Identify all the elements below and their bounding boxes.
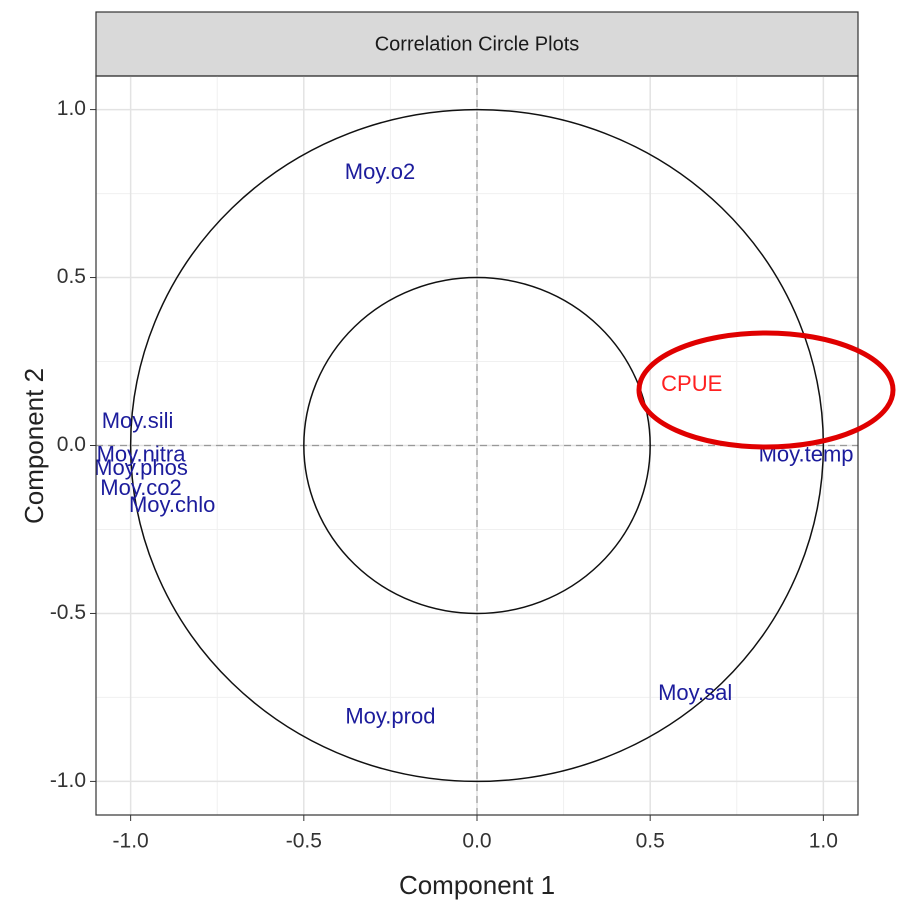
variable-label: Moy.prod — [345, 703, 435, 728]
correlation-circle — [303, 276, 651, 615]
x-tick-label: -1.0 — [113, 830, 149, 853]
correlation-circle — [129, 108, 825, 783]
x-tick-label: 0.5 — [636, 830, 665, 853]
variable-label: Moy.co2 — [100, 475, 182, 500]
x-tick-label: 1.0 — [809, 830, 838, 853]
variable-label: Moy.o2 — [345, 159, 416, 184]
y-tick-label: 1.0 — [57, 97, 86, 120]
variable-label: Moy.chlo — [129, 492, 215, 517]
chart-title: Correlation Circle Plots — [375, 33, 580, 55]
marks: Moy.o2CPUEMoy.tempMoy.siliMoy.nitraMoy.p… — [94, 76, 858, 815]
y-tick-label: -1.0 — [50, 769, 86, 792]
y-tick-label: 0.0 — [57, 433, 86, 456]
highlight-ellipse — [636, 330, 896, 450]
y-tick-label: 0.5 — [57, 265, 86, 288]
y-tick-label: -0.5 — [50, 601, 86, 624]
variable-label: Moy.nitra — [97, 441, 187, 466]
variable-label: Moy.sili — [102, 408, 174, 433]
x-tick-label: -0.5 — [286, 830, 322, 853]
strip — [95, 11, 859, 77]
y-axis-title: Component 2 — [19, 368, 49, 524]
variable-label: CPUE — [661, 371, 722, 396]
x-axis-title: Component 1 — [399, 870, 555, 900]
variable-label: Moy.sal — [658, 680, 732, 705]
variable-label: Moy.phos — [94, 455, 188, 480]
x-tick-label: 0.0 — [462, 830, 491, 853]
